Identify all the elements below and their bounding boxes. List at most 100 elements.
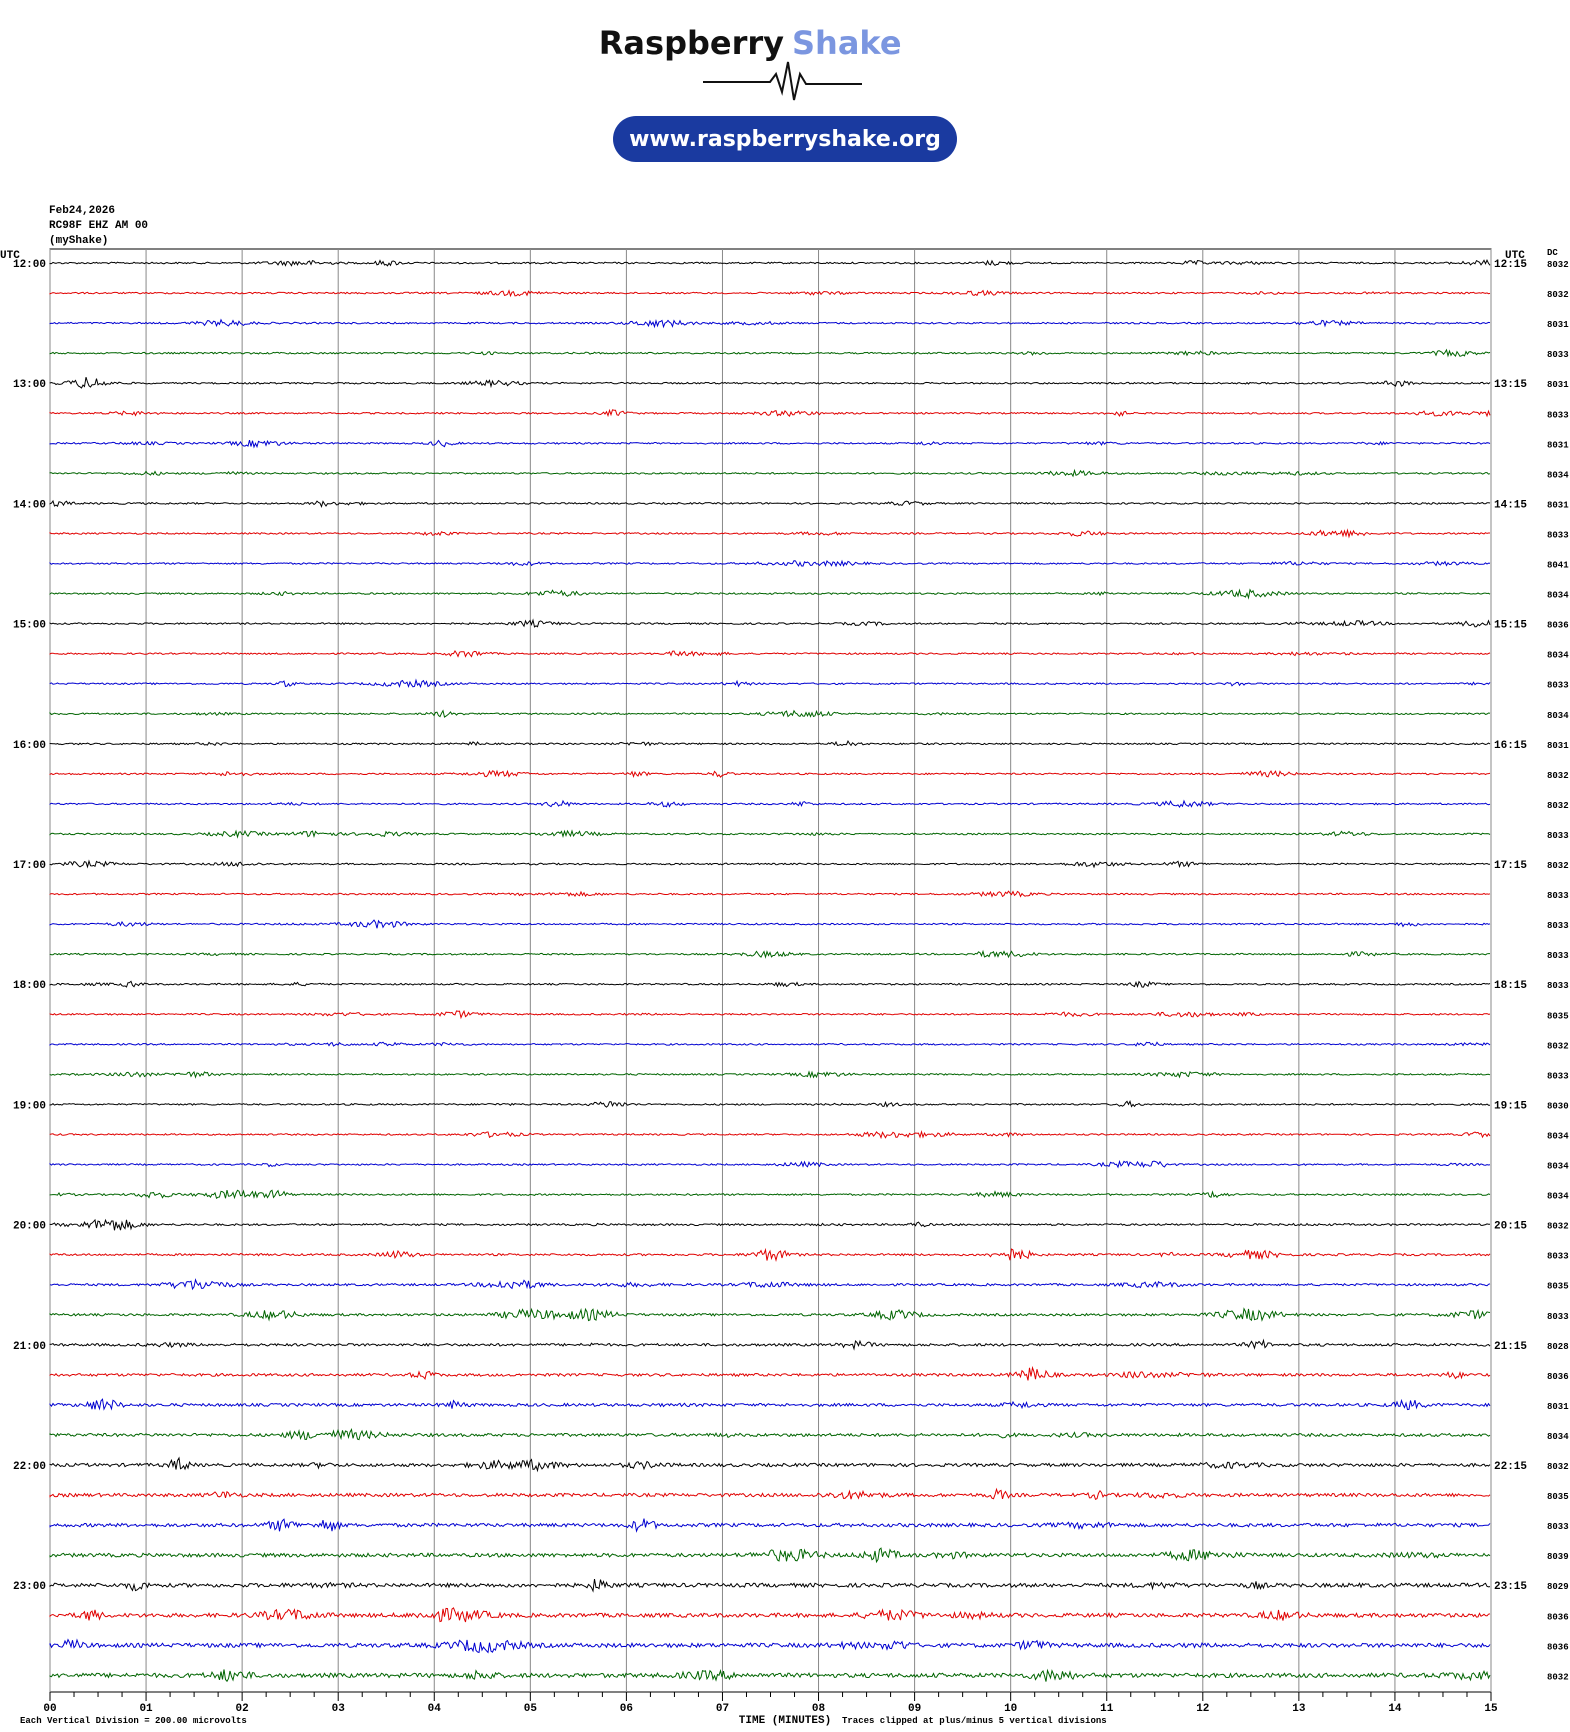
hour-label-right: 14:15 bbox=[1494, 499, 1527, 511]
dc-value: 8033 bbox=[1547, 981, 1569, 991]
dc-value: 8033 bbox=[1547, 410, 1569, 420]
trace bbox=[49, 1100, 1490, 1108]
trace bbox=[49, 377, 1491, 389]
dc-value: 8032 bbox=[1547, 771, 1569, 781]
dc-value: 8031 bbox=[1547, 741, 1569, 751]
x-label: TIME (MINUTES) bbox=[739, 1715, 831, 1727]
trace bbox=[49, 1487, 1491, 1500]
right-unit: UTC bbox=[1505, 250, 1525, 262]
trace bbox=[49, 318, 1491, 329]
x-tick-label: 07 bbox=[716, 1703, 729, 1715]
trace bbox=[49, 1547, 1491, 1564]
trace bbox=[49, 408, 1491, 418]
hour-label-left: 14:00 bbox=[13, 499, 46, 511]
hour-label-left: 16:00 bbox=[13, 740, 46, 752]
trace bbox=[49, 859, 1490, 869]
trace bbox=[49, 618, 1491, 628]
trace bbox=[49, 1365, 1491, 1381]
trace bbox=[49, 588, 1491, 600]
trace bbox=[49, 289, 1491, 298]
trace bbox=[49, 949, 1490, 959]
dc-value: 8031 bbox=[1547, 380, 1569, 390]
dc-value: 8034 bbox=[1547, 1192, 1569, 1202]
brand-light: Shake bbox=[792, 24, 902, 62]
x-tick-label: 11 bbox=[1100, 1703, 1114, 1715]
x-tick-label: 08 bbox=[812, 1703, 826, 1715]
x-tick-label: 05 bbox=[524, 1703, 538, 1715]
hour-label-right: 20:15 bbox=[1494, 1221, 1527, 1233]
trace bbox=[49, 348, 1491, 358]
station: RC98F EHZ AM 00 bbox=[49, 220, 148, 232]
x-tick-label: 00 bbox=[43, 1703, 56, 1715]
trace bbox=[49, 1247, 1491, 1263]
x-tick-label: 14 bbox=[1388, 1703, 1402, 1715]
dc-value: 8033 bbox=[1547, 1312, 1569, 1322]
hour-label-right: 22:15 bbox=[1494, 1461, 1527, 1473]
trace bbox=[49, 1218, 1490, 1231]
dc-value: 8033 bbox=[1547, 530, 1569, 540]
trace bbox=[49, 499, 1491, 508]
trace bbox=[49, 259, 1491, 267]
trace bbox=[49, 890, 1491, 898]
dc-value: 8032 bbox=[1547, 801, 1569, 811]
trace bbox=[49, 1638, 1491, 1654]
trace bbox=[49, 980, 1491, 988]
hour-label-left: 18:00 bbox=[13, 980, 46, 992]
dc-value: 8034 bbox=[1547, 1131, 1569, 1141]
trace bbox=[49, 528, 1490, 539]
x-tick-label: 04 bbox=[428, 1703, 442, 1715]
hour-label-left: 20:00 bbox=[13, 1221, 46, 1233]
footer-right: Traces clipped at plus/minus 5 vertical … bbox=[842, 1716, 1107, 1726]
dc-value: 8041 bbox=[1547, 561, 1569, 571]
trace bbox=[49, 1278, 1491, 1291]
dc-value: 8033 bbox=[1547, 1522, 1569, 1532]
dc-value: 8039 bbox=[1547, 1552, 1569, 1562]
dc-value: 8032 bbox=[1547, 290, 1569, 300]
dc-value: 8032 bbox=[1547, 1041, 1569, 1051]
trace bbox=[49, 709, 1491, 718]
x-tick-label: 15 bbox=[1484, 1703, 1498, 1715]
dc-header: DC bbox=[1547, 248, 1558, 258]
dc-value: 8033 bbox=[1547, 891, 1569, 901]
dc-value: 8033 bbox=[1547, 921, 1569, 931]
hour-label-left: 22:00 bbox=[13, 1461, 46, 1473]
trace bbox=[49, 1307, 1491, 1322]
x-tick-label: 01 bbox=[139, 1703, 153, 1715]
dc-value: 8031 bbox=[1547, 1402, 1569, 1412]
left-unit: UTC bbox=[0, 250, 20, 262]
dc-value: 8034 bbox=[1547, 1162, 1569, 1172]
dc-value: 8032 bbox=[1547, 1462, 1569, 1472]
trace bbox=[49, 439, 1491, 449]
x-tick-label: 02 bbox=[236, 1703, 249, 1715]
footer-left: Each Vertical Division = 200.00 microvol… bbox=[20, 1716, 247, 1726]
trace bbox=[49, 678, 1491, 689]
dc-value: 8036 bbox=[1547, 1642, 1569, 1652]
hour-label-right: 18:15 bbox=[1494, 980, 1527, 992]
dc-value: 8034 bbox=[1547, 711, 1569, 721]
x-tick-label: 09 bbox=[908, 1703, 921, 1715]
logo-wave bbox=[703, 61, 862, 101]
hour-label-left: 12:00 bbox=[13, 259, 46, 271]
dc-value: 8034 bbox=[1547, 470, 1569, 480]
url[interactable]: www.raspberryshake.org bbox=[629, 127, 941, 152]
dc-value: 8028 bbox=[1547, 1342, 1569, 1352]
x-tick-label: 10 bbox=[1004, 1703, 1017, 1715]
dc-value: 8031 bbox=[1547, 320, 1569, 330]
dc-value: 8029 bbox=[1547, 1582, 1569, 1592]
dc-value: 8031 bbox=[1547, 500, 1569, 510]
hour-label-left: 13:00 bbox=[13, 379, 46, 391]
trace bbox=[49, 1041, 1491, 1047]
dc-value: 8034 bbox=[1547, 651, 1569, 661]
dc-value: 8033 bbox=[1547, 350, 1569, 360]
hour-label-left: 23:00 bbox=[13, 1581, 46, 1593]
brand-dark: Raspberry bbox=[599, 24, 784, 62]
url-pill[interactable] bbox=[613, 116, 957, 162]
hour-label-left: 15:00 bbox=[13, 620, 46, 632]
hour-label-right: 17:15 bbox=[1494, 860, 1527, 872]
dc-value: 8036 bbox=[1547, 621, 1569, 631]
dc-value: 8035 bbox=[1547, 1492, 1569, 1502]
trace bbox=[49, 1607, 1491, 1623]
x-tick-label: 12 bbox=[1196, 1703, 1209, 1715]
dc-value: 8035 bbox=[1547, 1011, 1569, 1021]
trace bbox=[49, 1189, 1491, 1200]
